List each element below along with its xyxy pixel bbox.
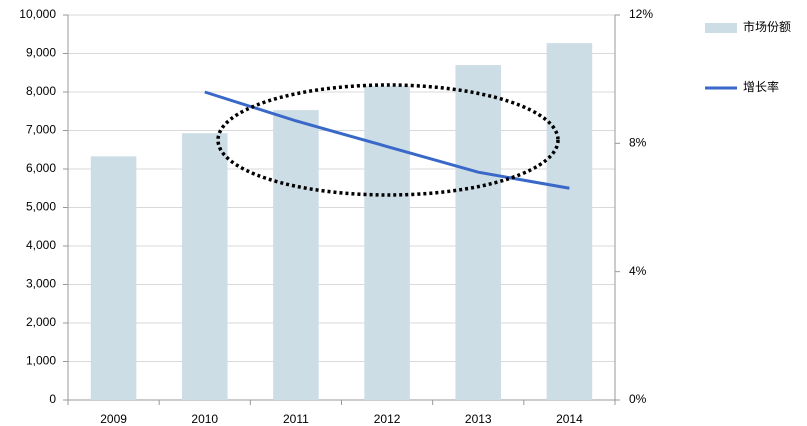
x-tick-label: 2011	[283, 412, 309, 426]
y-tick-label: 5,000	[26, 200, 56, 214]
x-tick-label: 2013	[465, 412, 492, 426]
bar	[455, 65, 502, 401]
y2-tick-label: 0%	[629, 392, 647, 406]
legend-label: 增长率	[743, 79, 779, 94]
y-tick-label: 1,000	[26, 354, 56, 368]
bar	[273, 110, 319, 400]
bar	[90, 156, 137, 400]
y-tick-label: 7,000	[26, 123, 56, 137]
bar	[181, 133, 228, 400]
y-tick-label: 9,000	[26, 46, 56, 60]
line	[204, 90, 570, 190]
highlight-ellipse	[216, 83, 560, 197]
y2-tick-label: 12%	[629, 7, 653, 21]
y2-tick-label: 4%	[629, 264, 647, 278]
x-tick-label: 2009	[100, 412, 127, 426]
bar	[546, 43, 593, 400]
y-tick-label: 8,000	[26, 84, 56, 98]
x-tick-label: 2014	[556, 412, 583, 426]
bar	[364, 86, 410, 400]
y-tick-label: 6,000	[26, 161, 56, 175]
y-tick-label: 2,000	[26, 315, 56, 329]
x-tick-label: 2010	[191, 412, 218, 426]
y-tick-label: 4,000	[26, 238, 56, 252]
y2-tick-label: 8%	[629, 136, 647, 150]
y-tick-label: 3,000	[26, 277, 56, 291]
y-tick-label: 10,000	[19, 7, 56, 21]
x-tick-label: 2012	[374, 412, 401, 426]
legend-label: 市场份额	[743, 19, 791, 34]
legend-swatch	[705, 23, 737, 33]
y-tick-label: 0	[49, 392, 56, 406]
